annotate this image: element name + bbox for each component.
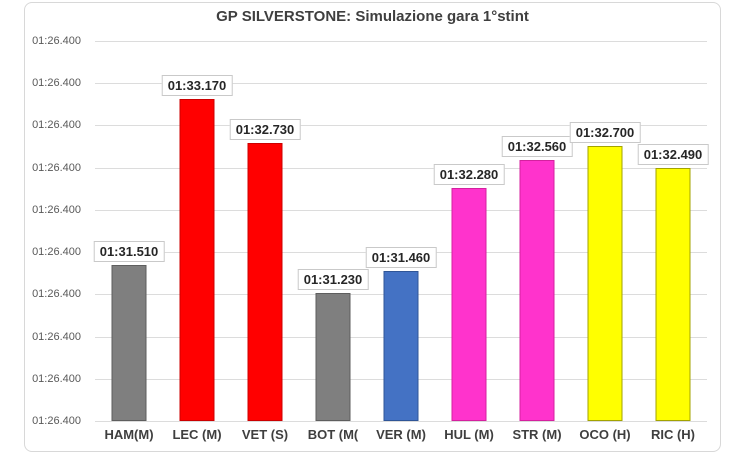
- bar-slot: 01:32.560: [501, 41, 573, 421]
- bar-value-label: 01:31.460: [365, 247, 437, 268]
- bar-slot: 01:33.170: [161, 41, 233, 421]
- bar-slot: 01:32.490: [637, 41, 709, 421]
- bar-value-label: 01:32.730: [229, 119, 301, 140]
- x-axis-label: RIC (H): [650, 427, 696, 442]
- bar-value-label: 01:31.230: [297, 269, 369, 290]
- bar: [587, 146, 623, 421]
- bar-value-label: 01:32.560: [501, 136, 573, 157]
- y-tick-label: 01:26.400: [32, 35, 81, 47]
- bar: [315, 293, 351, 421]
- gridline: [95, 83, 707, 84]
- x-axis-label: VET (S): [241, 427, 289, 442]
- y-tick-label: 01:26.400: [32, 288, 81, 300]
- bar: [383, 271, 419, 421]
- bar-value-label: 01:32.280: [433, 164, 505, 185]
- x-axis-label: STR (M): [512, 427, 562, 442]
- bar: [655, 168, 691, 421]
- bar-value-label: 01:33.170: [161, 75, 233, 96]
- gridline: [95, 421, 707, 422]
- y-tick-label: 01:26.400: [32, 204, 81, 216]
- bar: [111, 265, 147, 421]
- gridline: [95, 168, 707, 169]
- x-axis-label: VER (M): [376, 427, 426, 442]
- gridline: [95, 210, 707, 211]
- y-tick-label: 01:26.400: [32, 373, 81, 385]
- bar-value-label: 01:32.700: [569, 122, 641, 143]
- bar-slot: 01:32.700: [569, 41, 641, 421]
- gridline: [95, 125, 707, 126]
- bar-slot: 01:32.280: [433, 41, 505, 421]
- bar-slot: 01:32.730: [229, 41, 301, 421]
- x-axis-label: LEC (M): [172, 427, 222, 442]
- bar-slot: 01:31.510: [93, 41, 165, 421]
- bar-slot: 01:31.460: [365, 41, 437, 421]
- y-tick-label: 01:26.400: [32, 246, 81, 258]
- bar-value-label: 01:32.490: [637, 144, 709, 165]
- y-tick-label: 01:26.400: [32, 162, 81, 174]
- bar: [179, 99, 215, 421]
- y-axis-tick-labels: 01:26.400 01:26.400 01:26.400 01:26.400 01:2…: [25, 35, 81, 427]
- chart-card: GP SILVERSTONE: Simulazione gara 1°stint…: [24, 2, 721, 452]
- y-tick-label: 01:26.400: [32, 331, 81, 343]
- x-axis-label: HAM(M): [104, 427, 154, 442]
- bar: [451, 188, 487, 421]
- bar-slot: 01:31.230: [297, 41, 369, 421]
- plot-area: 01:31.510 01:33.170 01:32.730 01:31.230 01:3…: [93, 41, 709, 422]
- chart-title: GP SILVERSTONE: Simulazione gara 1°stint: [216, 8, 529, 25]
- gridline: [95, 41, 707, 42]
- x-axis-label: HUL (M): [444, 427, 494, 442]
- y-tick-label: 01:26.400: [32, 415, 81, 427]
- bar: [519, 160, 555, 421]
- y-tick-label: 01:26.400: [32, 119, 81, 131]
- x-axis-labels: HAM(M) LEC (M) VET (S) BOT (M( VER (M) HUL (M…: [95, 427, 707, 442]
- bar-value-label: 01:31.510: [93, 241, 165, 262]
- x-axis-label: OCO (H): [579, 427, 631, 442]
- bars-row: 01:31.510 01:33.170 01:32.730 01:31.230 01:3…: [93, 41, 709, 421]
- bar: [247, 143, 283, 421]
- y-tick-label: 01:26.400: [32, 77, 81, 89]
- x-axis-label: BOT (M(: [307, 427, 359, 442]
